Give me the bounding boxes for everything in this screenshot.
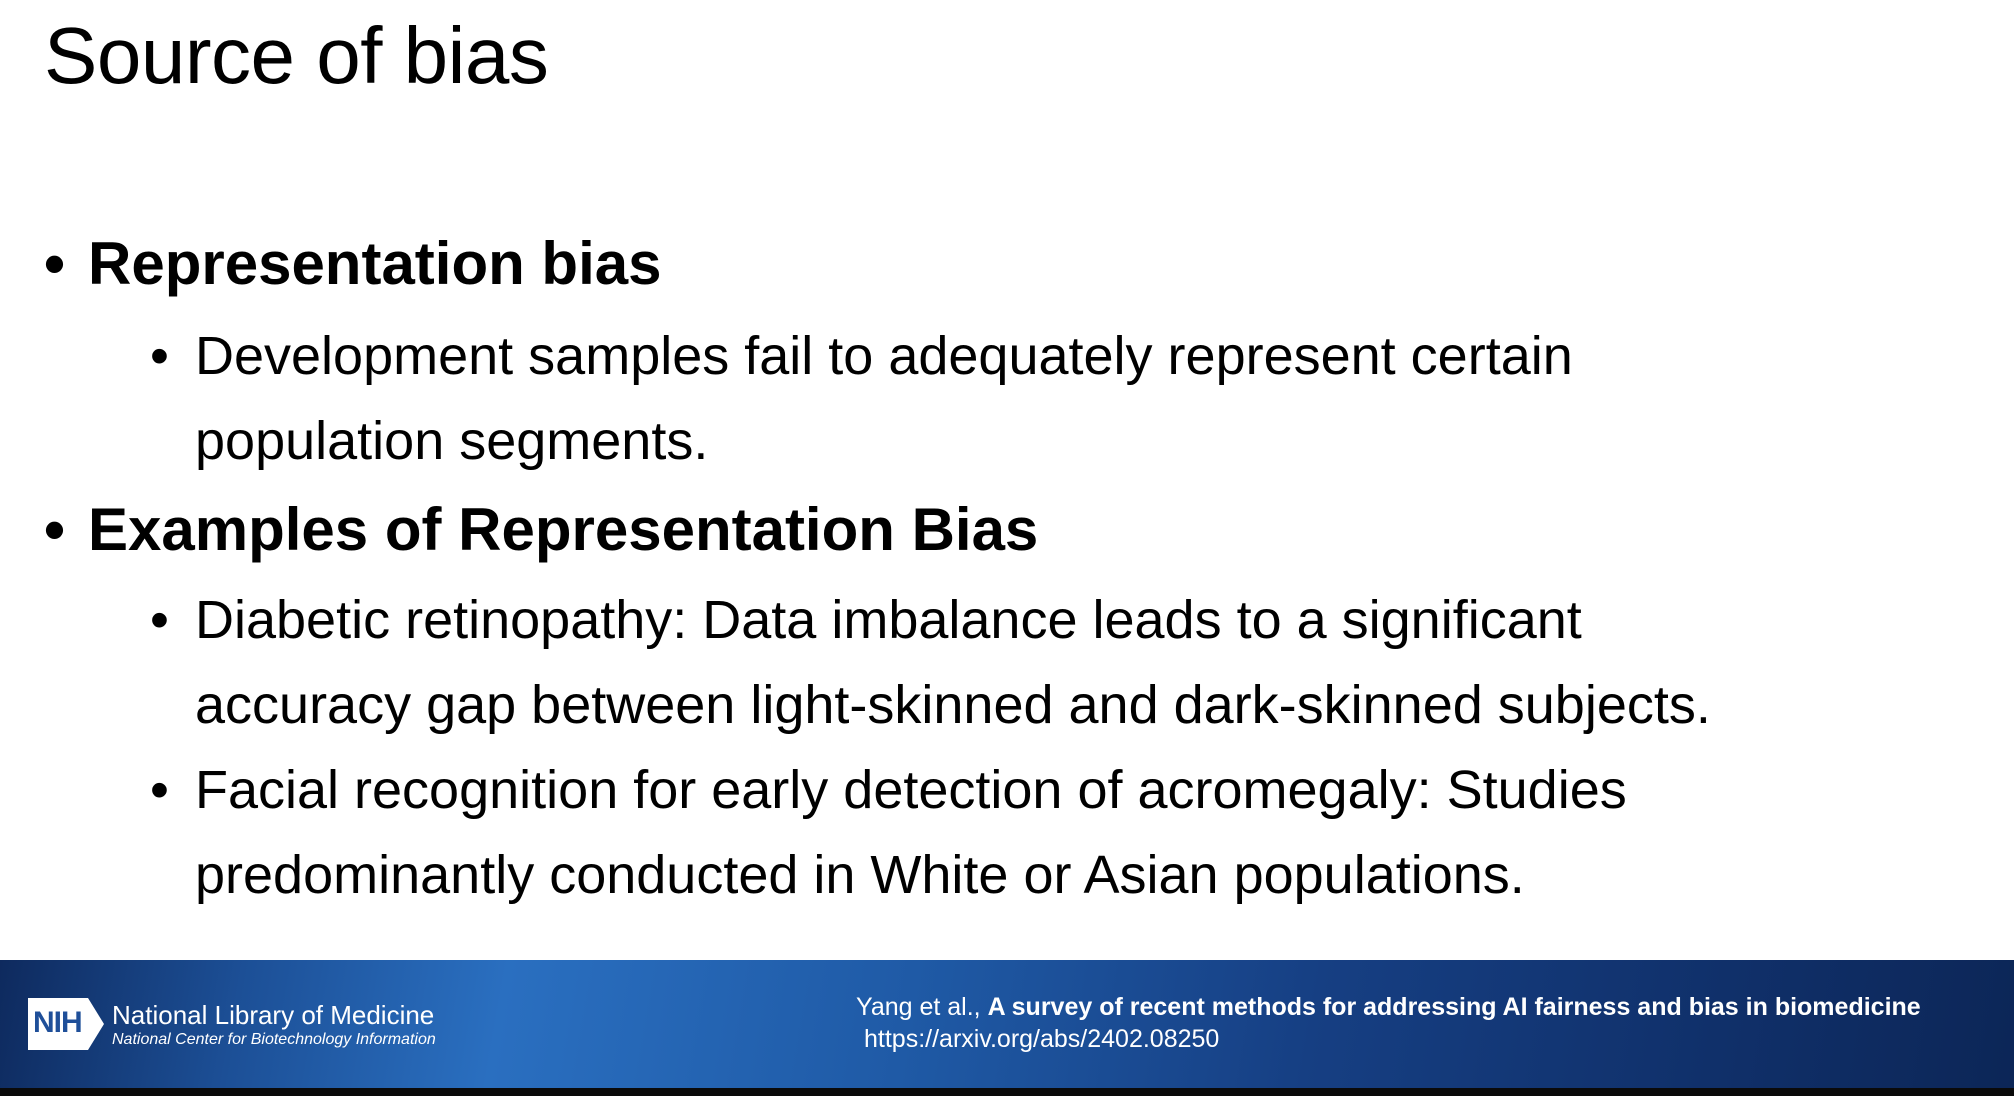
sub-bullet-line: population segments. [195, 411, 709, 471]
footer-band: NIH National Library of Medicine Nationa… [0, 960, 2014, 1088]
citation-line: Yang et al., A survey of recent methods … [856, 990, 1921, 1024]
nih-badge-label: NIH [33, 1006, 83, 1039]
nih-logo: NIH [28, 998, 104, 1050]
sub-bullet-line: Facial recognition for early detection o… [195, 760, 1627, 820]
sub-bullet-dot: • [150, 590, 169, 650]
nlm-text-block: National Library of Medicine National Ce… [112, 1000, 436, 1050]
citation-authors: Yang et al., [856, 993, 988, 1021]
slide-title: Source of bias [44, 11, 549, 100]
sub-bullet-line: Development samples fail to adequately r… [195, 326, 1573, 386]
sub-bullet-dot: • [150, 326, 169, 386]
nlm-name: National Library of Medicine [112, 1000, 435, 1030]
bottom-edge-bar [0, 1088, 2014, 1096]
nlm-subtitle: National Center for Biotechnology Inform… [112, 1031, 436, 1048]
bullet-heading-text: Representation bias [88, 230, 662, 297]
slide-canvas: Source of bias • Representation bias • D… [44, 11, 1711, 905]
sub-bullet-dot: • [150, 760, 169, 820]
sub-bullet-line: predominantly conducted in White or Asia… [195, 845, 1525, 905]
sub-bullet-line: Diabetic retinopathy: Data imbalance lea… [195, 590, 1582, 650]
bullet-dot: • [44, 230, 66, 297]
citation-url[interactable]: https://arxiv.org/abs/2402.08250 [864, 1025, 1220, 1053]
bullet-heading-text: Examples of Representation Bias [88, 496, 1039, 563]
citation-title: A survey of recent methods for addressin… [987, 993, 1921, 1021]
citation-block: Yang et al., A survey of recent methods … [856, 990, 1921, 1054]
bullet-dot: • [44, 496, 66, 563]
sub-bullet-line: accuracy gap between light-skinned and d… [195, 675, 1711, 735]
nih-badge-icon: NIH [28, 998, 104, 1050]
